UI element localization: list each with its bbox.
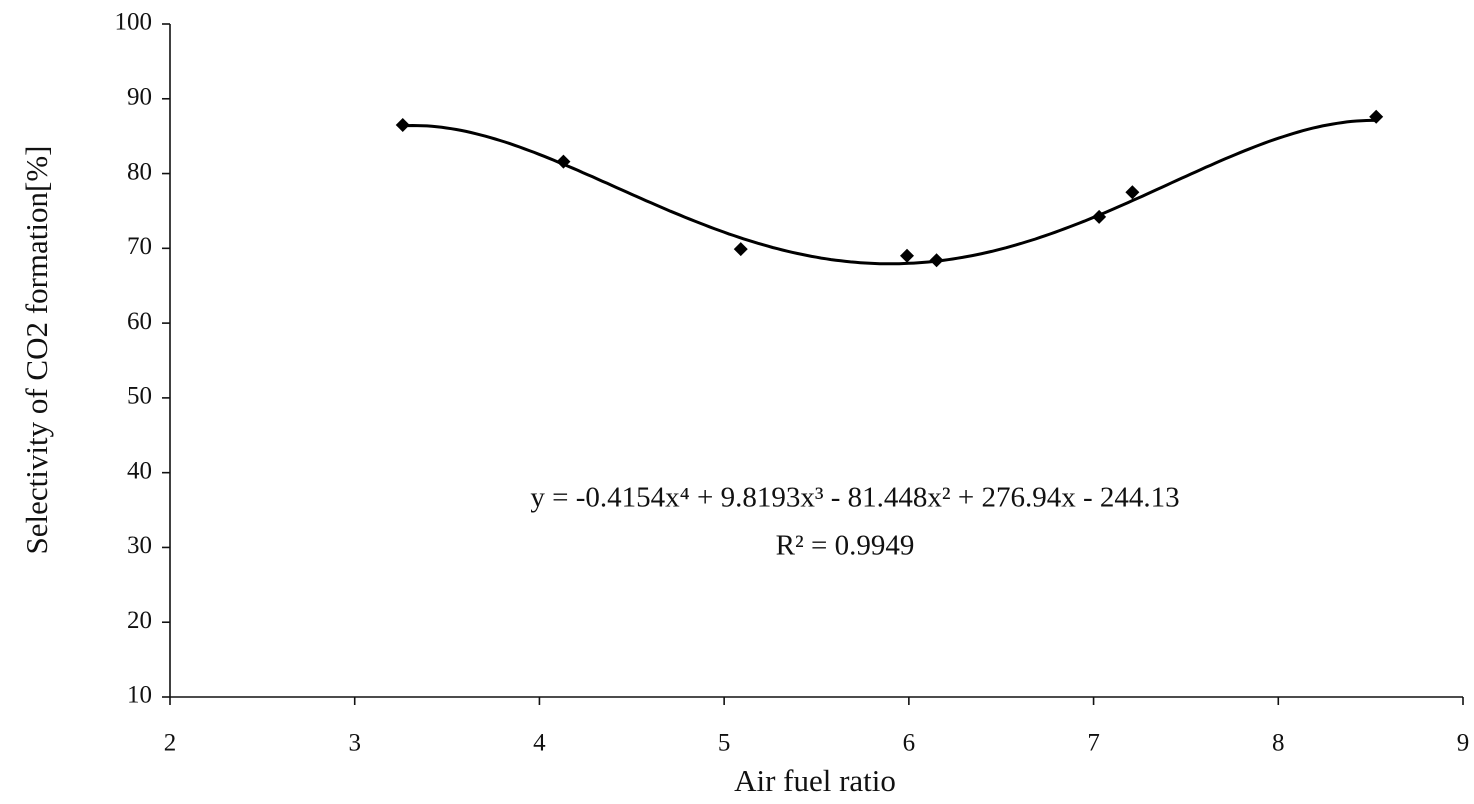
x-axis-title: Air fuel ratio [734, 763, 896, 798]
x-tick-label: 3 [348, 730, 361, 757]
r-squared: R² = 0.9949 [776, 530, 915, 562]
data-point [900, 248, 915, 263]
data-point [395, 117, 410, 132]
y-tick-label: 30 [127, 532, 152, 559]
trendline-equation: y = -0.4154x⁴ + 9.8193x³ - 81.448x² + 27… [530, 482, 1179, 514]
y-tick-label: 70 [127, 233, 152, 260]
x-tick-label: 8 [1272, 730, 1285, 757]
y-tick-label: 40 [127, 457, 152, 484]
trendline [402, 118, 1377, 266]
y-axis-title: Selectivity of CO2 formation[%] [19, 146, 54, 555]
x-tick-label: 4 [533, 730, 546, 757]
y-tick-label: 90 [127, 84, 152, 111]
data-point [1125, 185, 1140, 200]
y-tick-label: 50 [127, 383, 152, 410]
y-tick-label: 60 [127, 308, 152, 335]
x-tick-label: 5 [718, 730, 731, 757]
data-point [1369, 109, 1384, 124]
y-tick-label: 100 [115, 9, 153, 36]
y-tick-label: 10 [127, 682, 152, 709]
data-point [733, 242, 748, 257]
data-point [929, 253, 944, 268]
data-point [556, 154, 571, 169]
y-tick-label: 20 [127, 607, 152, 634]
x-tick-label: 2 [164, 730, 177, 757]
x-tick-label: 6 [903, 730, 916, 757]
x-tick-label: 9 [1457, 730, 1470, 757]
y-tick-label: 80 [127, 158, 152, 185]
data-point [1092, 209, 1107, 224]
x-tick-label: 7 [1087, 730, 1100, 757]
